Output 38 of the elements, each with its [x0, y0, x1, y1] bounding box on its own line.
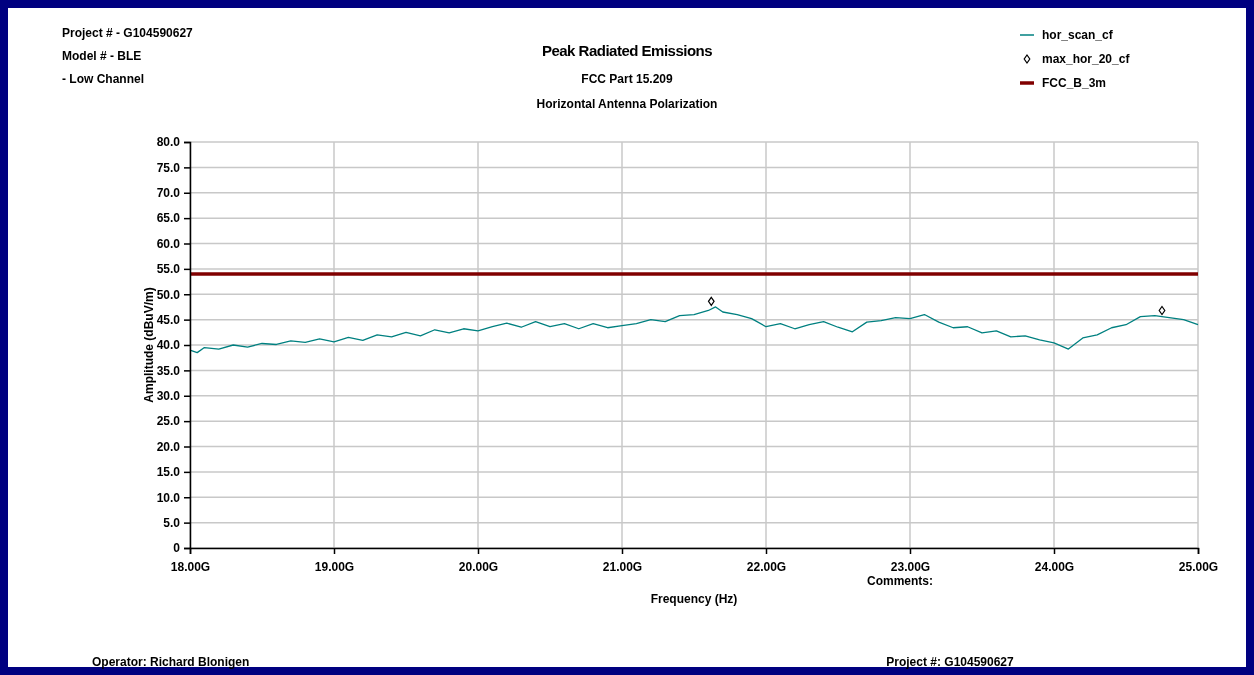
- y-tick-label: 20.0: [156, 439, 181, 454]
- x-tick-label: 22.00G: [746, 559, 787, 574]
- y-tick-label: 5.0: [163, 515, 181, 530]
- y-tick-label: 10.0: [156, 490, 181, 505]
- legend-label: hor_scan_cf: [1042, 28, 1114, 43]
- x-tick-label: 23.00G: [890, 559, 931, 574]
- text: Comments:: [866, 574, 934, 588]
- chart-subtitle: FCC Part 15.209 Horizontal Antenna Polarization: [536, 72, 718, 111]
- legend-label: FCC_B_3m: [1042, 76, 1107, 91]
- y-tick-label: 45.0: [156, 312, 181, 327]
- y-tick-label: 80.0: [156, 135, 181, 150]
- y-tick-label: 65.0: [156, 211, 181, 226]
- x-axis-title: Frequency (Hz): [650, 592, 738, 606]
- y-tick-label: 50.0: [156, 287, 181, 302]
- x-tick-label: 18.00G: [170, 559, 211, 574]
- text: Operator: Richard Blonigen: [92, 655, 250, 669]
- x-tick-label: 21.00G: [602, 559, 643, 574]
- y-tick-label: 40.0: [156, 338, 181, 353]
- y-axis-title: Amplitude (dBuV/m): [142, 287, 156, 403]
- x-tick-label: 20.00G: [458, 559, 499, 574]
- y-tick-label: 75.0: [156, 160, 181, 175]
- y-tick-label: 60.0: [156, 236, 181, 251]
- y-tick-label: 15.0: [156, 465, 181, 480]
- text: Model # - BLE: [62, 49, 142, 63]
- y-tick-label: 0: [173, 541, 181, 556]
- text: Project # - G104590627: [62, 26, 194, 40]
- x-tick-label: 19.00G: [314, 559, 355, 574]
- y-tick-label: 55.0: [156, 262, 181, 277]
- legend-label: max_hor_20_cf: [1042, 52, 1131, 67]
- x-tick-label: 24.00G: [1034, 559, 1075, 574]
- chart-title: Peak Radiated Emissions: [541, 42, 713, 59]
- x-tick-label: 25.00G: [1178, 559, 1219, 574]
- y-tick-label: 35.0: [156, 363, 181, 378]
- y-tick-label: 25.0: [156, 414, 181, 429]
- text: - Low Channel: [62, 72, 144, 86]
- text: Project #: G104590627: [886, 655, 1015, 669]
- y-tick-label: 70.0: [156, 186, 181, 201]
- y-tick-label: 30.0: [156, 389, 181, 404]
